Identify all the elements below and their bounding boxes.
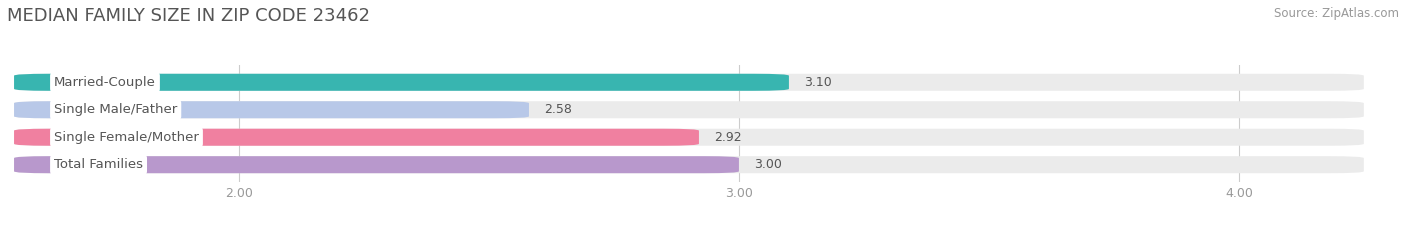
FancyBboxPatch shape bbox=[14, 129, 699, 146]
Text: Married-Couple: Married-Couple bbox=[53, 76, 156, 89]
Text: Single Female/Mother: Single Female/Mother bbox=[53, 131, 198, 144]
FancyBboxPatch shape bbox=[14, 101, 1364, 118]
FancyBboxPatch shape bbox=[14, 74, 1364, 91]
Text: Total Families: Total Families bbox=[53, 158, 143, 171]
FancyBboxPatch shape bbox=[14, 74, 789, 91]
Text: Source: ZipAtlas.com: Source: ZipAtlas.com bbox=[1274, 7, 1399, 20]
Text: 2.58: 2.58 bbox=[544, 103, 572, 116]
FancyBboxPatch shape bbox=[14, 156, 1364, 173]
Text: 3.10: 3.10 bbox=[804, 76, 832, 89]
Text: 3.00: 3.00 bbox=[754, 158, 782, 171]
Text: 2.92: 2.92 bbox=[714, 131, 741, 144]
FancyBboxPatch shape bbox=[14, 156, 740, 173]
FancyBboxPatch shape bbox=[14, 129, 1364, 146]
Text: MEDIAN FAMILY SIZE IN ZIP CODE 23462: MEDIAN FAMILY SIZE IN ZIP CODE 23462 bbox=[7, 7, 370, 25]
FancyBboxPatch shape bbox=[14, 101, 529, 118]
Text: Single Male/Father: Single Male/Father bbox=[53, 103, 177, 116]
